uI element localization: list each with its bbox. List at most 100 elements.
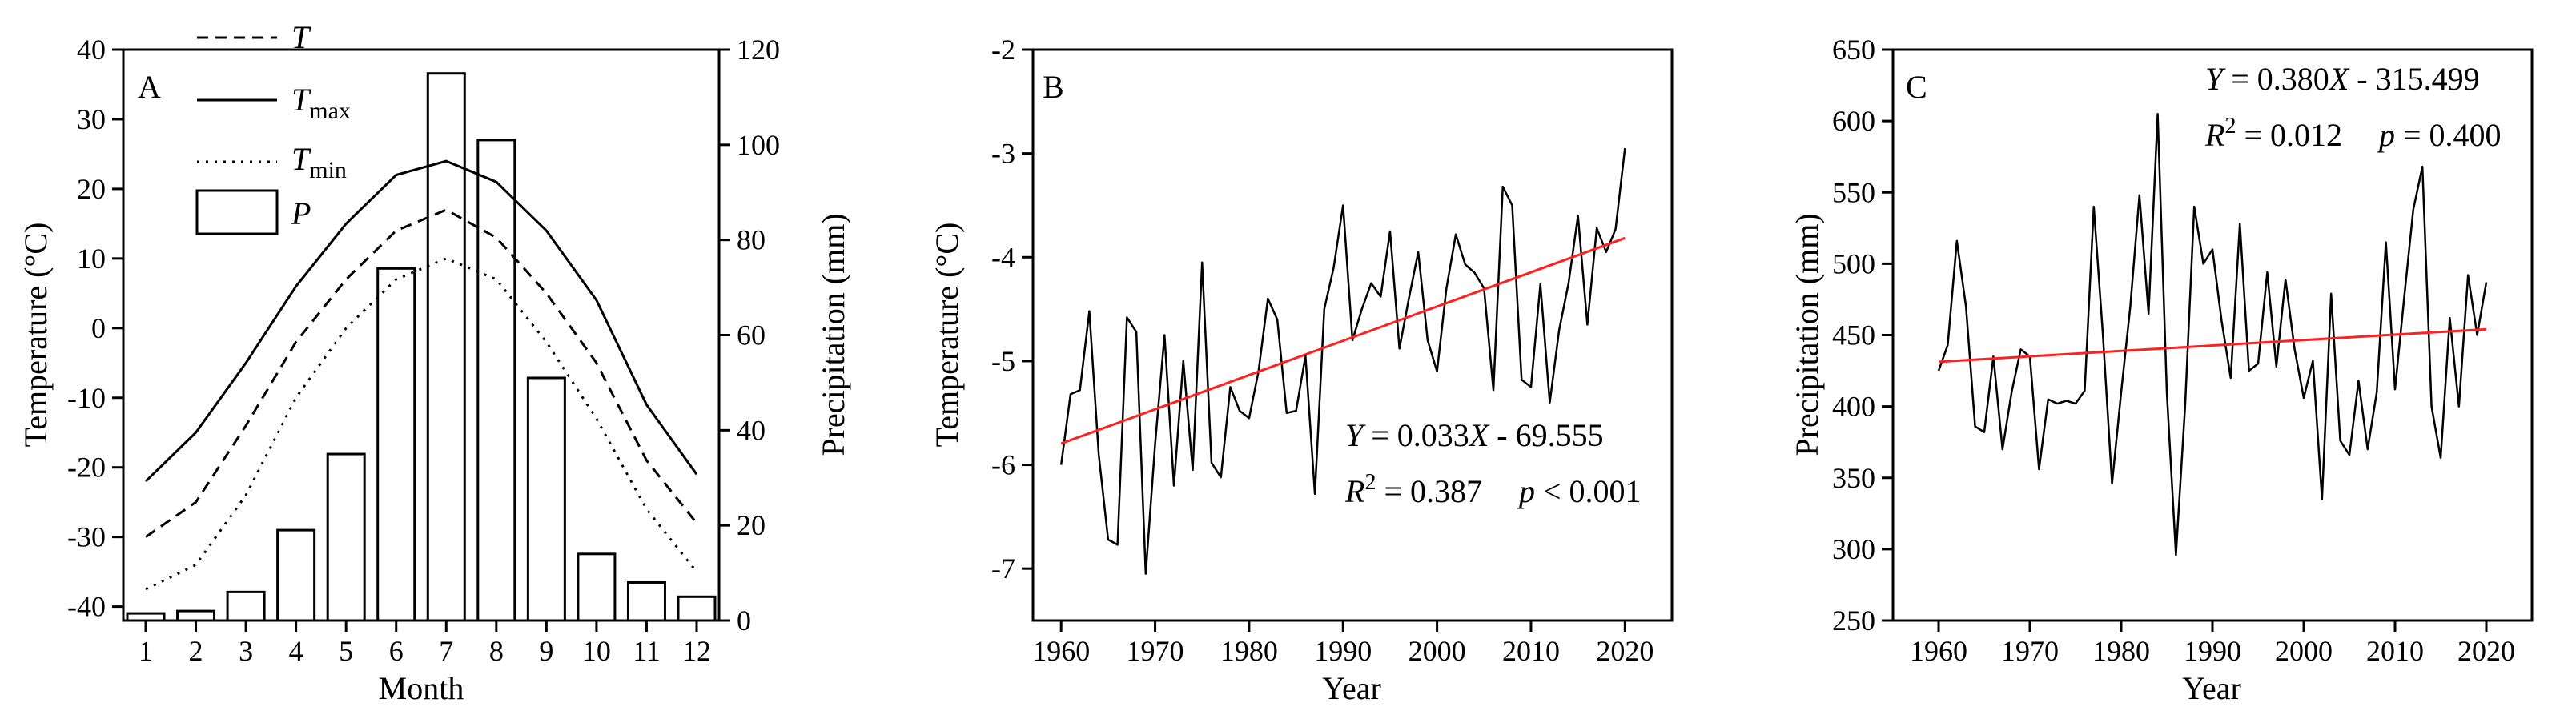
precipitation-series-c (1937, 112, 2488, 556)
panel-label-c: C (1906, 69, 1927, 105)
y-tick-label-right: 20 (737, 509, 766, 541)
series-line-tmax (144, 159, 698, 483)
y-tick-label-right: 40 (737, 414, 766, 446)
y-tick-label-left: -10 (67, 382, 106, 414)
y-tick-label-left: 30 (77, 103, 106, 135)
x-axis-label-c: Year (2182, 670, 2241, 706)
x-tick-label: 1990 (2184, 635, 2241, 667)
y-axis-label-b: Temperature (°C) (929, 223, 965, 448)
legend-a: T Tmax Tmin P (195, 19, 351, 235)
x-tick-label: 4 (289, 635, 303, 667)
y-tick-label-left: -30 (67, 521, 106, 553)
data-line (1059, 148, 1626, 575)
precip-bar (376, 267, 416, 622)
x-tick-label: 8 (489, 635, 504, 667)
legend-swatch-p (195, 189, 279, 235)
x-tick-label: 2 (189, 635, 203, 667)
x-tick-label: 2020 (2457, 635, 2515, 667)
plot-frame-a (122, 48, 721, 622)
y-tick-label: 400 (1832, 391, 1875, 423)
temperature-lines (144, 159, 698, 591)
legend-label-tmax: Tmax (291, 82, 351, 124)
precip-bar (326, 452, 366, 622)
x-tick-label: 9 (539, 635, 553, 667)
r-squared-c: R2 = 0.012 p = 0.400 (2204, 114, 2502, 153)
precip-bar (226, 590, 266, 622)
precip-bar (426, 72, 466, 622)
precip-bar (526, 376, 566, 622)
legend-label-tmin: Tmin (291, 141, 347, 183)
x-tick-label: 6 (389, 635, 404, 667)
legend-label-t: T (291, 19, 311, 55)
y-tick-label-left: 0 (91, 312, 106, 344)
x-axis-label-b: Year (1322, 670, 1381, 706)
x-tick-label: 1960 (1032, 635, 1090, 667)
x-tick-label: 7 (439, 635, 453, 667)
axes-ticks-b: 1960 1970 1980 1990 2000 2010 2020 -7 -6 -5 -4 -3 -2 (991, 34, 1654, 667)
series-line-t (145, 208, 698, 538)
y-tick-label: -7 (991, 552, 1015, 584)
x-tick-label: 1970 (2001, 635, 2059, 667)
y-tick-label-left: 20 (77, 173, 106, 205)
y-axis-label-a-right: Precipitation (mm) (815, 213, 851, 456)
r-squared-b: R2 = 0.387 p < 0.001 (1344, 470, 1642, 509)
y-tick-label: 650 (1832, 34, 1875, 66)
x-tick-label: 3 (239, 635, 253, 667)
y-tick-label-left: -40 (67, 591, 106, 623)
x-tick-label: 2020 (1596, 635, 1654, 667)
precip-bar (626, 580, 666, 622)
y-tick-label-right: 80 (737, 224, 766, 256)
panel-label-b: B (1043, 69, 1064, 105)
x-tick-label: 1960 (1910, 635, 1967, 667)
x-axis-label-a: Month (379, 670, 464, 706)
panel-b: 1960 1970 1980 1990 2000 2010 2020 -7 -6 -5 -4 -3 -2… (929, 34, 1674, 706)
y-tick-label: 300 (1832, 533, 1875, 565)
y-axis-label-a-left: Temperature (°C) (18, 223, 54, 448)
panel-c: 1960 1970 1980 1990 2000 2010 2020 250 300 350 400… (1789, 34, 2534, 706)
x-tick-label: 2010 (1502, 635, 1560, 667)
precip-bar (176, 609, 216, 622)
y-tick-label-left: -20 (67, 452, 106, 484)
panel-a: 1 2 3 4 5 6 7 8 9 10 11 12-40-30-20-100102030400204… (18, 19, 851, 706)
y-tick-label: -2 (991, 34, 1015, 66)
x-tick-label: 12 (682, 635, 711, 667)
x-tick-label: 1980 (1220, 635, 1278, 667)
y-tick-label: 250 (1832, 605, 1875, 637)
y-tick-label: 350 (1832, 462, 1875, 494)
y-tick-label-left: 40 (77, 34, 106, 66)
y-tick-label-right: 60 (737, 319, 766, 351)
y-axis-label-c: Precipitation (mm) (1789, 213, 1825, 456)
axes-ticks-c: 1960 1970 1980 1990 2000 2010 2020 250 300 350 400… (1832, 34, 2515, 667)
y-tick-label: 600 (1832, 105, 1875, 137)
precip-bar (276, 528, 316, 622)
x-tick-label: 1980 (2092, 635, 2150, 667)
y-tick-label-left: 10 (77, 243, 106, 275)
y-tick-label-right: 0 (737, 605, 751, 637)
precip-bar (476, 139, 516, 622)
trend-line (1938, 327, 2487, 364)
y-tick-label: 550 (1832, 176, 1875, 208)
x-tick-label: 2000 (2275, 635, 2333, 667)
x-tick-label: 11 (633, 635, 661, 667)
y-tick-label-right: 120 (737, 34, 780, 66)
panel-label-a: A (138, 69, 161, 105)
trend-equation-c: Y = 0.380X - 315.499 (2205, 61, 2480, 97)
x-tick-label: 1990 (1314, 635, 1372, 667)
precip-bar (577, 552, 617, 622)
x-tick-label: 1 (139, 635, 153, 667)
x-tick-label: 2000 (1409, 635, 1466, 667)
y-tick-label: -4 (991, 241, 1015, 273)
y-tick-label: -5 (991, 345, 1015, 377)
plot-frame-b (1031, 48, 1674, 622)
trend-equation-b: Y = 0.033X - 69.555 (1345, 417, 1604, 453)
y-tick-label: 450 (1832, 319, 1875, 351)
x-tick-label: 5 (339, 635, 353, 667)
y-tick-label: -6 (991, 449, 1015, 481)
y-tick-label-right: 100 (737, 129, 780, 161)
x-tick-label: 10 (582, 635, 611, 667)
x-tick-label: 2010 (2366, 635, 2424, 667)
x-tick-label: 1970 (1127, 635, 1184, 667)
precip-bar (677, 595, 717, 622)
axes-ticks-a: 1 2 3 4 5 6 7 8 9 10 11 12-40-30-20-100102030400204… (67, 34, 780, 667)
